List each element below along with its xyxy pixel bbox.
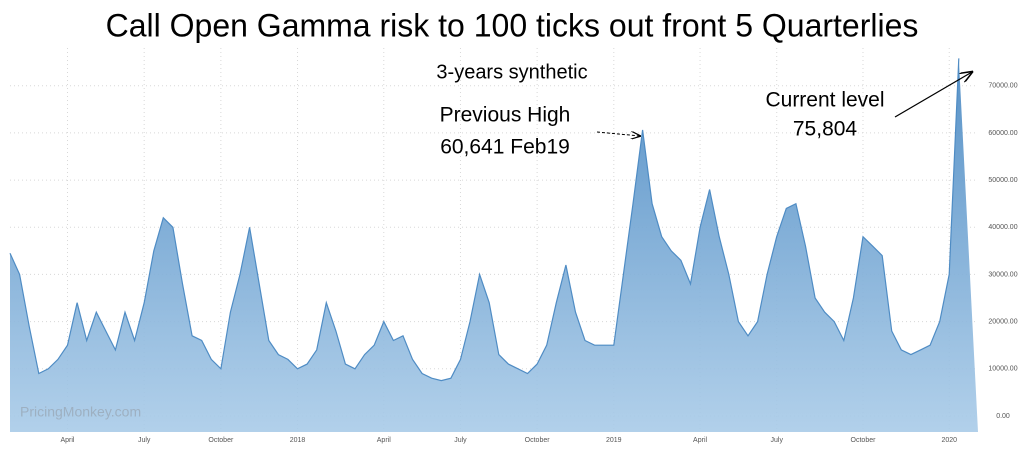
x-tick-label: July bbox=[454, 437, 467, 444]
annotation-arrow bbox=[894, 72, 972, 118]
annotation: Previous High bbox=[440, 104, 571, 127]
annotation-arrow bbox=[596, 132, 640, 136]
x-tick-label: April bbox=[377, 437, 391, 444]
area bbox=[10, 58, 978, 433]
subtitle: 3-years synthetic bbox=[436, 61, 587, 83]
y-tick-label: 10000.00 bbox=[988, 366, 1017, 373]
x-tick-label: 2019 bbox=[606, 437, 622, 444]
watermark: PricingMonkey.com bbox=[20, 404, 141, 420]
y-tick-label: 20000.00 bbox=[988, 318, 1017, 325]
x-tick-label: October bbox=[525, 437, 551, 444]
x-tick-label: July bbox=[771, 437, 784, 444]
x-tick-label: October bbox=[851, 437, 877, 444]
x-tick-label: October bbox=[208, 437, 234, 444]
x-tick-label: April bbox=[693, 437, 707, 444]
annotation: 75,804 bbox=[793, 118, 858, 141]
line bbox=[9, 58, 960, 382]
y-tick-label: 70000.00 bbox=[988, 83, 1017, 90]
x-tick-label: 2020 bbox=[941, 437, 957, 444]
y-tick-label: 40000.00 bbox=[988, 224, 1017, 231]
y-tick-label: 50000.00 bbox=[988, 177, 1017, 184]
y-tick-label: 30000.00 bbox=[988, 271, 1017, 278]
x-tick-label: July bbox=[138, 437, 151, 444]
annotation: Current level bbox=[765, 89, 884, 112]
x-tick-label: April bbox=[60, 437, 74, 444]
chart-title: Call Open Gamma risk to 100 ticks out fr… bbox=[106, 7, 919, 43]
x-tick-label: 2018 bbox=[290, 437, 306, 444]
y-tick-label: 0.00 bbox=[996, 413, 1010, 420]
y-tick-label: 60000.00 bbox=[988, 130, 1017, 137]
annotation: 60,641 Feb19 bbox=[440, 136, 570, 159]
